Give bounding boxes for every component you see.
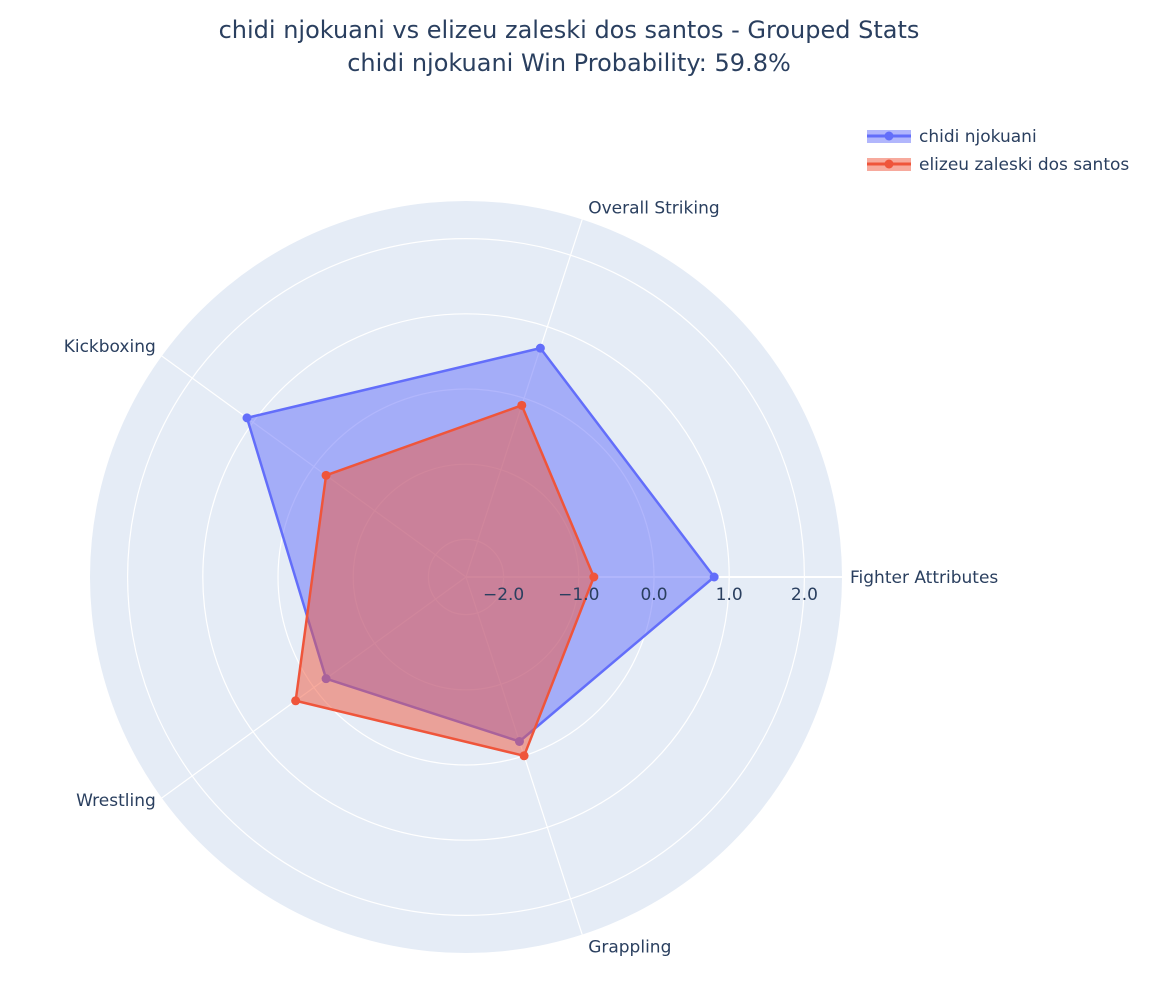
radial-tick-label: −1.0 <box>558 585 599 605</box>
axis-label-kickboxing: Kickboxing <box>64 337 156 357</box>
data-point[interactable] <box>291 696 301 706</box>
axis-label-grappling: Grappling <box>588 938 671 958</box>
data-point[interactable] <box>517 400 527 410</box>
chart-title: chidi njokuani vs elizeu zaleski dos san… <box>219 16 920 44</box>
data-point[interactable] <box>709 572 719 582</box>
data-point[interactable] <box>589 572 599 582</box>
radial-tick-labels: −2.0 −1.0 0.0 1.0 2.0 <box>483 585 818 605</box>
radial-tick-label: 1.0 <box>716 585 743 605</box>
legend-label: chidi njokuani <box>919 127 1037 147</box>
data-point[interactable] <box>519 751 529 761</box>
legend: chidi njokuani elizeu zaleski dos santos <box>867 127 1129 175</box>
radial-tick-label: 0.0 <box>640 585 667 605</box>
series-area <box>294 404 596 758</box>
legend-item-chidi-njokuani[interactable]: chidi njokuani <box>867 127 1037 147</box>
angular-axis-labels: Fighter Attributes Overall Striking Kickbo… <box>64 198 999 957</box>
legend-swatch-marker <box>884 131 894 141</box>
axis-label-wrestling: Wrestling <box>76 791 156 811</box>
axis-label-overall-striking: Overall Striking <box>588 198 719 218</box>
legend-swatch-marker <box>884 159 894 169</box>
axis-label-fighter-attributes: Fighter Attributes <box>850 568 998 588</box>
series-layer <box>242 343 719 761</box>
data-point[interactable] <box>535 343 545 353</box>
legend-item-elizeu-zaleski-dos-santos[interactable]: elizeu zaleski dos santos <box>867 155 1129 175</box>
data-point[interactable] <box>321 470 331 480</box>
series-elizeu-zaleski-dos-santos <box>291 400 599 761</box>
radial-tick-label: −2.0 <box>483 585 524 605</box>
chart-subtitle: chidi njokuani Win Probability: 59.8% <box>347 49 791 77</box>
legend-label: elizeu zaleski dos santos <box>919 155 1129 175</box>
radial-tick-label: 2.0 <box>791 585 818 605</box>
data-point[interactable] <box>242 413 252 423</box>
